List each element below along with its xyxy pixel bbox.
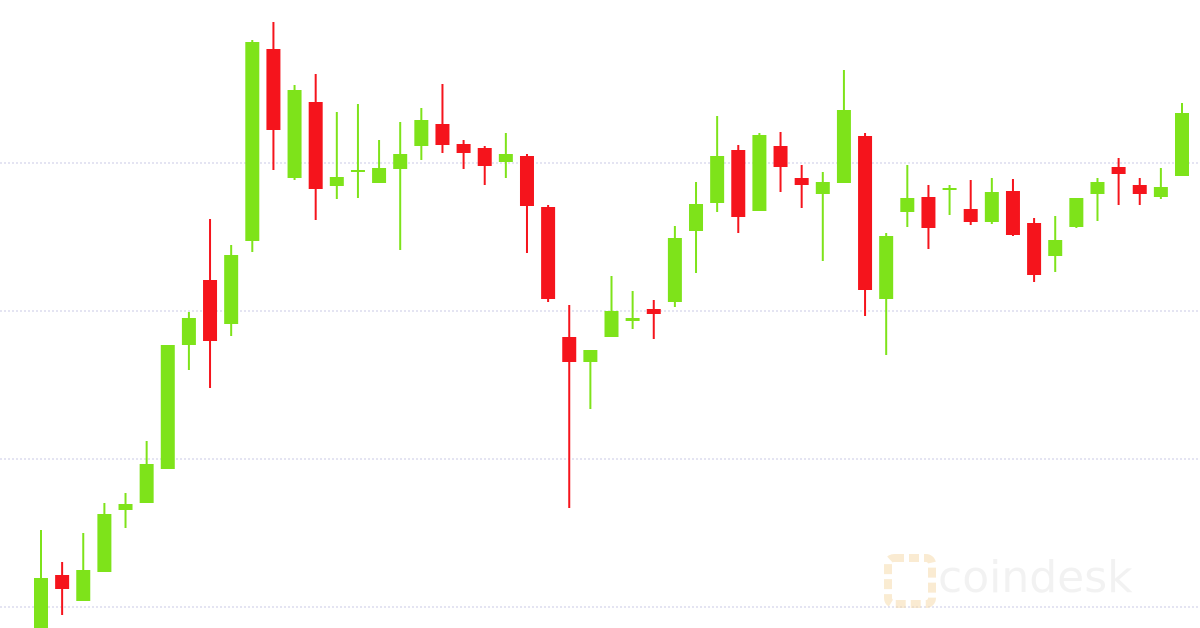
candle-body: [731, 150, 746, 217]
candle-body: [562, 337, 577, 362]
candle-body: [1132, 185, 1147, 194]
candle-body: [435, 124, 450, 145]
candle-body: [583, 350, 598, 362]
candle-body: [329, 177, 344, 186]
candle-body: [181, 318, 196, 345]
logo-icon: [884, 554, 936, 608]
candle-body: [350, 170, 365, 172]
candle-body: [477, 148, 492, 166]
candle-body: [921, 197, 936, 228]
candle-body: [414, 120, 429, 146]
candle-body: [203, 280, 218, 341]
candle-body: [1027, 223, 1042, 275]
watermark-logo: coindesk: [884, 552, 1133, 608]
candle-body: [1048, 240, 1063, 256]
candle-body: [858, 136, 873, 290]
candle-body: [1111, 167, 1126, 174]
candle-body: [689, 204, 704, 231]
candle-body: [773, 146, 788, 167]
candles: [34, 22, 1189, 628]
candle-body: [710, 156, 725, 203]
candle-body: [266, 49, 281, 130]
candle-body: [1005, 191, 1020, 235]
candle-body: [1175, 113, 1189, 176]
candle-body: [245, 42, 260, 241]
candle-body: [900, 198, 915, 212]
candle-body: [836, 110, 851, 183]
candle-body: [308, 102, 323, 189]
candle-body: [625, 318, 640, 321]
candle-body: [139, 464, 154, 503]
candle-body: [372, 168, 387, 183]
candle-body: [1069, 198, 1084, 227]
candle-body: [1090, 182, 1105, 194]
watermark-text: coindesk: [938, 552, 1133, 603]
candle-body: [456, 144, 471, 153]
candle-body: [287, 90, 302, 178]
grid: [0, 162, 1200, 608]
candle-body: [34, 578, 48, 628]
candle-body: [1153, 187, 1168, 197]
candle-body: [879, 236, 894, 299]
candle-body: [224, 255, 239, 324]
candle-body: [752, 135, 767, 211]
candle-body: [667, 238, 682, 302]
candle-body: [815, 182, 830, 194]
candle-body: [541, 207, 556, 299]
candle-body: [160, 345, 175, 469]
candle-body: [984, 192, 999, 222]
candle-body: [393, 154, 408, 169]
candle-body: [519, 156, 534, 206]
candle-body: [76, 570, 91, 601]
candle-body: [498, 154, 513, 162]
candle-body: [646, 309, 661, 314]
candle-body: [963, 209, 978, 222]
candle-body: [97, 514, 112, 572]
candle-body: [604, 311, 619, 337]
candle-body: [942, 188, 957, 190]
candle-body: [118, 504, 133, 510]
candle-body: [55, 575, 70, 589]
candle-body: [794, 178, 809, 185]
